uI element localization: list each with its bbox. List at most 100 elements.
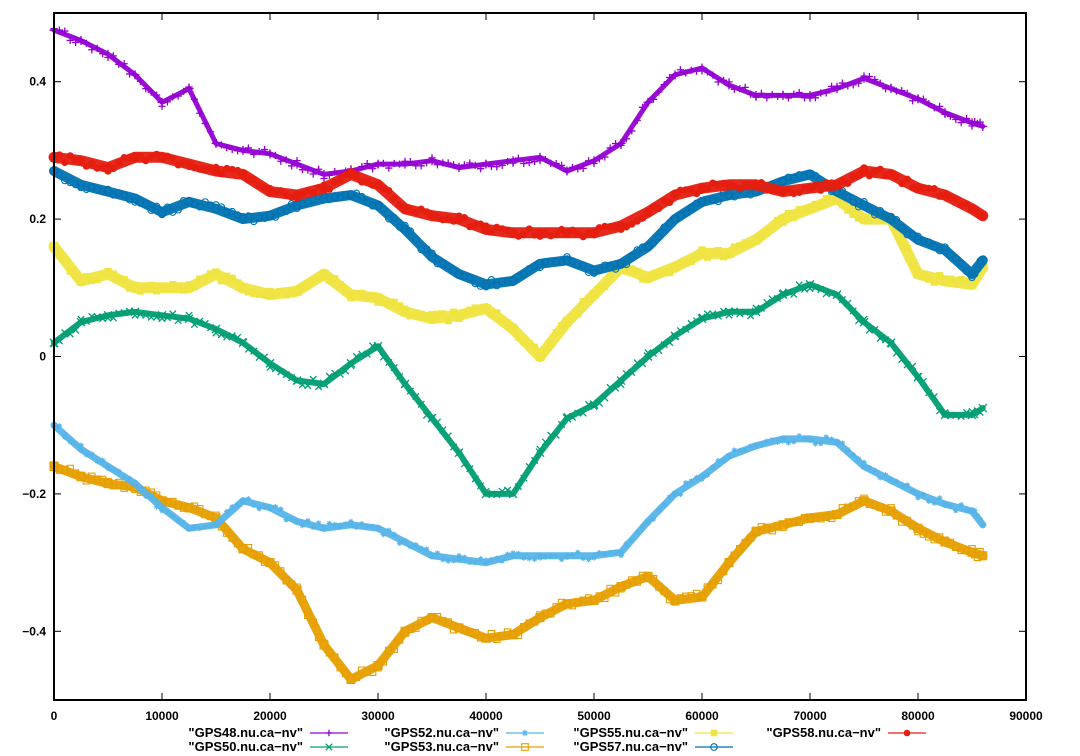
data-point xyxy=(103,310,113,320)
axis-ticks: 0 10000 20000 30000 40000 50000 60000 70000 8000… xyxy=(22,13,1043,723)
series-2 xyxy=(50,421,987,567)
data-point xyxy=(913,523,923,533)
y-tick-label: 0 xyxy=(39,350,46,364)
x-tick-label: 0 xyxy=(51,709,58,723)
data-point xyxy=(616,582,626,592)
data-point xyxy=(157,310,167,320)
x-tick-label: 70000 xyxy=(793,709,827,723)
data-point xyxy=(427,252,437,262)
x-tick-label: 60000 xyxy=(685,709,719,723)
data-point xyxy=(886,214,896,224)
legend-label: "GPS52.nu.ca−nv" xyxy=(384,725,499,740)
legend-label: "GPS48.nu.ca−nv" xyxy=(188,725,303,740)
data-point xyxy=(979,521,987,529)
series-markers xyxy=(50,25,984,183)
series-markers xyxy=(50,166,984,291)
legend-label: "GPS58.nu.ca−nv" xyxy=(766,725,881,740)
x-tick-label: 90000 xyxy=(1009,709,1043,723)
data-point xyxy=(400,626,410,636)
series-layer xyxy=(48,25,989,684)
data-point xyxy=(535,448,545,458)
data-point xyxy=(589,266,599,276)
data-point xyxy=(535,259,545,269)
legend-marker xyxy=(325,729,333,737)
data-point xyxy=(724,558,734,568)
data-point xyxy=(373,293,383,303)
data-point xyxy=(967,410,977,420)
data-point xyxy=(778,290,788,300)
legend-marker xyxy=(710,729,718,737)
series-6 xyxy=(48,150,989,241)
data-point xyxy=(978,121,988,131)
series-band xyxy=(50,421,987,567)
legend-label: "GPS53.nu.ca−nv" xyxy=(384,739,499,754)
data-point xyxy=(940,245,950,255)
data-point xyxy=(978,255,988,265)
data-point xyxy=(319,193,329,204)
y-tick-label: 0.2 xyxy=(29,212,46,226)
data-point xyxy=(508,276,518,286)
data-point xyxy=(373,661,383,671)
data-point xyxy=(643,352,653,361)
data-point xyxy=(978,403,988,413)
data-point xyxy=(562,599,572,609)
data-point xyxy=(455,555,463,563)
x-tick-label: 30000 xyxy=(361,709,395,723)
data-point xyxy=(860,462,868,470)
x-tick-label: 20000 xyxy=(253,709,287,723)
data-point xyxy=(211,204,221,214)
legend-item: "GPS55.nu.ca−nv" xyxy=(573,725,733,740)
data-point xyxy=(103,479,113,489)
data-point xyxy=(481,279,491,289)
data-point xyxy=(157,207,167,217)
data-point xyxy=(751,307,761,317)
legend-marker xyxy=(325,743,333,751)
x-tick-label: 40000 xyxy=(469,709,503,723)
legend-item: "GPS57.nu.ca−nv" xyxy=(573,739,733,754)
legend-item: "GPS48.nu.ca−nv" xyxy=(188,725,348,740)
series-3 xyxy=(49,461,988,684)
legend-item: "GPS58.nu.ca−nv" xyxy=(766,725,926,740)
legend-marker xyxy=(710,743,718,751)
series-4 xyxy=(48,193,989,362)
series-markers xyxy=(51,423,983,566)
legend-item: "GPS50.nu.ca−nv" xyxy=(188,739,348,754)
data-point xyxy=(670,595,680,605)
legend: "GPS48.nu.ca−nv""GPS50.nu.ca−nv" "GPS52.n… xyxy=(188,725,926,754)
data-point xyxy=(617,548,625,556)
x-tick-label: 10000 xyxy=(145,709,179,723)
x-tick-label: 50000 xyxy=(577,709,611,723)
legend-label: "GPS57.nu.ca−nv" xyxy=(573,739,688,754)
series-markers xyxy=(50,461,984,684)
data-point xyxy=(130,193,140,204)
series-markers xyxy=(50,281,984,499)
data-point xyxy=(427,314,437,324)
series-band xyxy=(51,27,986,177)
data-point xyxy=(859,200,869,210)
data-point xyxy=(347,521,355,529)
series-5 xyxy=(49,166,988,291)
y-tick-label: −0.2 xyxy=(22,487,46,501)
data-point xyxy=(535,613,545,623)
legend-marker xyxy=(521,743,529,751)
legend-marker xyxy=(903,729,911,737)
legend-item: "GPS53.nu.ca−nv" xyxy=(384,739,544,754)
series-markers xyxy=(50,193,984,360)
data-point xyxy=(76,180,86,190)
data-point xyxy=(158,504,166,512)
data-point xyxy=(346,358,356,368)
data-point xyxy=(886,506,896,516)
data-point xyxy=(643,571,653,581)
data-point xyxy=(77,445,85,453)
data-point xyxy=(292,585,302,595)
data-point xyxy=(319,640,329,650)
series-markers xyxy=(50,150,984,241)
legend-marker xyxy=(521,729,529,737)
series-band xyxy=(51,281,986,497)
y-tick-label: −0.4 xyxy=(22,624,46,638)
legend-label: "GPS50.nu.ca−nv" xyxy=(188,739,303,754)
data-point xyxy=(481,633,491,643)
data-point xyxy=(616,376,626,386)
x-tick-label: 80000 xyxy=(901,709,935,723)
